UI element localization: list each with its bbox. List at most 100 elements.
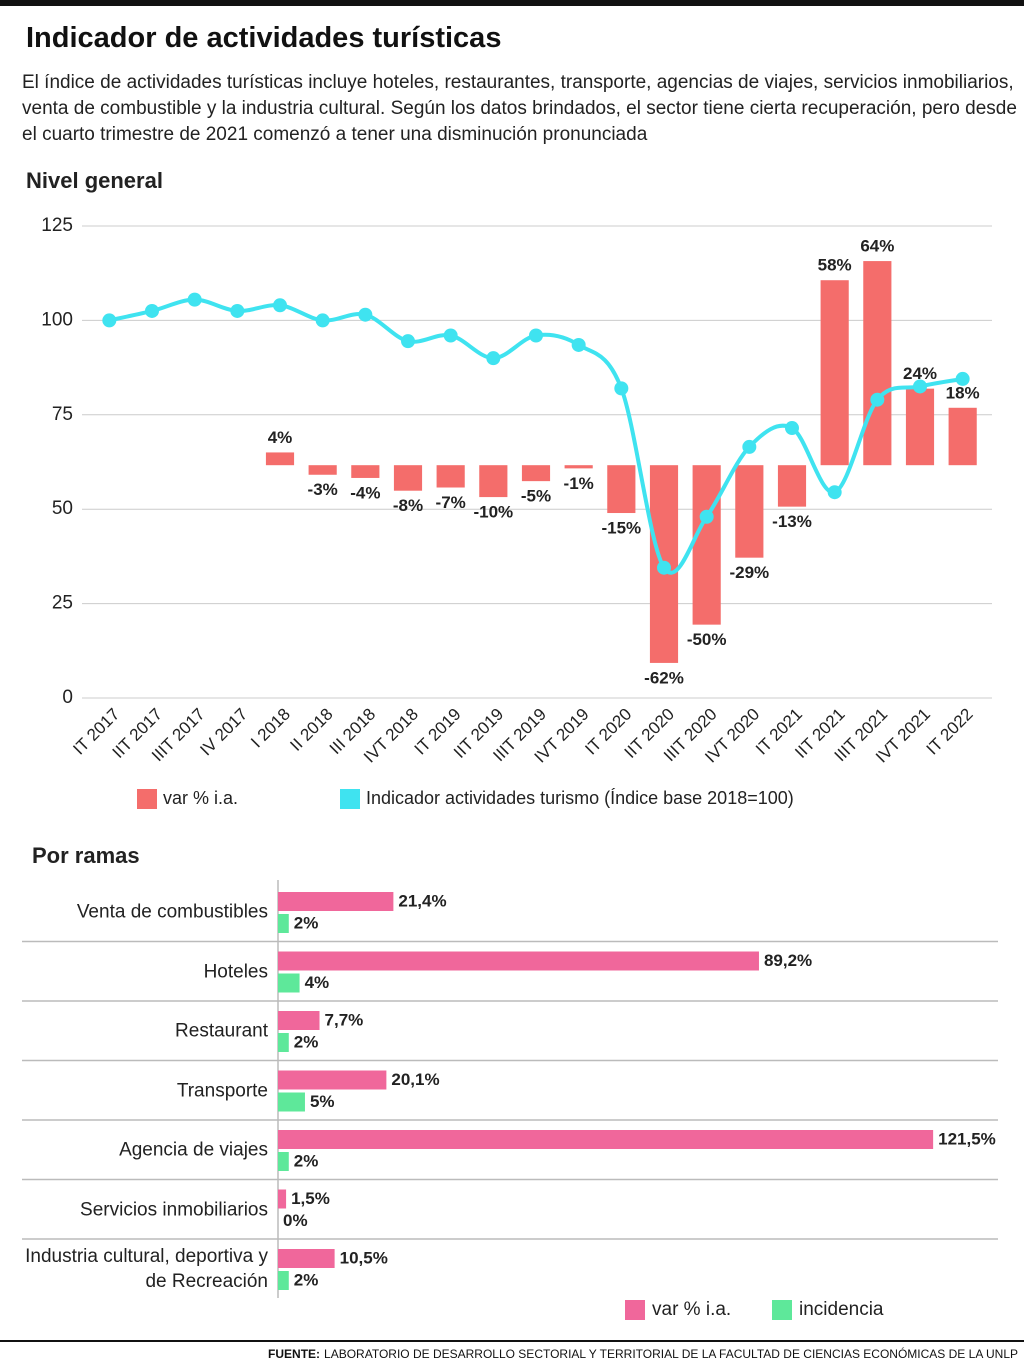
bar [607, 465, 636, 514]
data-label: 58% [818, 256, 852, 275]
data-label: 1,5% [291, 1189, 330, 1208]
bar [278, 1152, 289, 1171]
point [742, 439, 757, 454]
y-tick-label: 0 [62, 687, 73, 708]
legend-label: incidencia [799, 1299, 884, 1320]
footer-rule [0, 1340, 1024, 1342]
point [273, 298, 287, 313]
bar [278, 1189, 287, 1209]
bar [265, 452, 295, 466]
legend-label: var % i.a. [163, 788, 238, 808]
bar [777, 465, 807, 507]
x-tick-label: IV 2017 [196, 705, 251, 760]
source-label: FUENTE: [268, 1347, 321, 1361]
bar [905, 388, 935, 466]
point [358, 307, 373, 322]
point [913, 379, 927, 394]
legend-swatch [772, 1300, 792, 1320]
point [785, 421, 799, 436]
data-label: -3% [308, 480, 338, 499]
category-label: Servicios inmobiliarios [80, 1199, 268, 1220]
data-label: 18% [946, 383, 980, 402]
data-label: 2% [294, 1032, 319, 1051]
bar [278, 1130, 934, 1149]
data-label: -4% [350, 483, 380, 502]
bar [436, 465, 465, 488]
point [230, 303, 245, 318]
data-label: -62% [644, 668, 684, 687]
y-tick-label: 125 [41, 215, 73, 236]
data-label: 2% [294, 1151, 319, 1170]
legend-swatch [137, 789, 157, 809]
category-label: Restaurant [175, 1020, 268, 1042]
data-label: 4% [268, 428, 293, 447]
data-label: 64% [860, 237, 894, 256]
data-label: -15% [601, 519, 641, 538]
point [486, 351, 501, 366]
source: LABORATORIO DE DESARROLLO SECTORIAL Y TE… [324, 1347, 1018, 1361]
data-label: 7,7% [325, 1010, 364, 1029]
category-label: Transporte [176, 1080, 268, 1101]
bar [278, 973, 300, 993]
data-label: -10% [473, 503, 513, 522]
point [315, 313, 330, 328]
bar [278, 892, 394, 911]
bar [278, 1092, 305, 1112]
title: Indicador de actividades turísticas [26, 22, 502, 54]
data-label: 21,4% [398, 891, 446, 910]
data-label: 5% [310, 1092, 335, 1111]
category-label: Industria cultural, deportiva y de Recre… [25, 1246, 268, 1292]
footer: FUENTE: LABORATORIO DE DESARROLLO SECTORI… [268, 1347, 1018, 1361]
data-label: -5% [521, 487, 551, 506]
bar [308, 465, 337, 475]
data-label: -7% [436, 493, 466, 512]
x-tick-label: IT 2022 [923, 705, 977, 759]
point [401, 334, 415, 349]
legend-label: Indicador actividades turismo (Índice ba… [366, 788, 794, 808]
data-label: 0% [283, 1211, 308, 1230]
top-bar [0, 0, 1024, 6]
bar [278, 1033, 289, 1052]
bar [735, 465, 764, 558]
bar [278, 1011, 320, 1030]
data-label: -1% [564, 474, 594, 493]
x-tick-label: I 2018 [247, 705, 294, 752]
category-label: Hoteles [203, 961, 268, 982]
bar [863, 261, 892, 466]
point [955, 371, 970, 386]
y-tick-label: 75 [52, 404, 73, 425]
point [102, 313, 117, 328]
data-label: 20,1% [391, 1070, 439, 1089]
data-label: 121,5% [938, 1129, 996, 1148]
data-label: 89,2% [764, 951, 812, 970]
legend-swatch [340, 789, 360, 809]
point [443, 328, 458, 343]
bar [351, 465, 380, 478]
bar [278, 1070, 387, 1090]
point [699, 509, 714, 524]
legend-label: var % i.a. [652, 1299, 731, 1320]
bar [692, 465, 721, 625]
data-label: 24% [903, 364, 937, 383]
point [145, 303, 159, 318]
data-label: 2% [294, 913, 319, 932]
bar [278, 914, 289, 933]
bar [278, 1271, 289, 1290]
y-tick-label: 25 [52, 593, 73, 614]
category-label: Agencia de viajes [119, 1139, 268, 1161]
category-label: Venta de combustibles [76, 901, 268, 923]
bar [393, 465, 423, 491]
bar [564, 465, 593, 469]
y-tick-label: 100 [41, 309, 73, 330]
point [870, 392, 885, 407]
data-label: -29% [729, 563, 769, 582]
data-label: -8% [393, 496, 423, 515]
y-tick-label: 50 [52, 498, 73, 519]
point [571, 337, 586, 352]
bar [479, 465, 508, 498]
bar [278, 951, 759, 971]
point [657, 560, 671, 575]
chart-title: Nivel general [26, 168, 163, 193]
